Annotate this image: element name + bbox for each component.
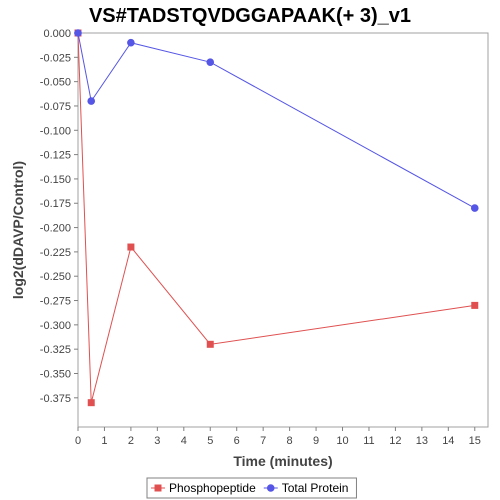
y-tick-label: -0.350 [40,368,71,380]
chart-title: VS#TADSTQVDGGAPAAK(+ 3)_v1 [89,5,411,27]
x-tick-label: 11 [363,435,374,447]
x-tick-label: 1 [101,435,107,447]
x-tick-label: 15 [469,435,481,447]
x-tick-label: 13 [416,435,428,447]
plot-area [78,33,488,427]
data-point [88,399,95,406]
y-tick-label: -0.325 [40,344,71,356]
data-point [127,244,134,251]
x-tick-label: 8 [287,435,293,447]
y-tick-label: -0.025 [40,52,71,64]
data-point [87,97,95,105]
x-tick-label: 5 [207,435,213,447]
x-axis-label: Time (minutes) [233,453,332,469]
y-tick-label: -0.050 [40,77,71,89]
x-tick-label: 12 [389,435,401,447]
y-tick-label: -0.125 [40,150,71,162]
y-tick-label: -0.275 [40,296,71,308]
x-tick-label: 6 [234,435,240,447]
y-tick-label: -0.200 [40,223,71,235]
x-tick-label: 3 [154,435,160,447]
x-tick-label: 7 [260,435,266,447]
y-tick-label: -0.375 [40,393,71,405]
data-point [74,29,82,37]
y-tick-label: -0.250 [40,271,71,283]
data-point [206,58,214,66]
y-tick-label: -0.225 [40,247,71,259]
x-tick-label: 14 [442,435,454,447]
x-tick-label: 9 [313,435,319,447]
plot-frame [78,33,488,427]
y-tick-label: -0.100 [40,125,71,137]
legend-label: Total Protein [282,481,349,495]
y-tick-label: -0.150 [40,174,71,186]
y-tick-label: -0.075 [40,101,71,113]
legend: Phosphopeptide Total Protein [147,478,356,498]
x-axis: 0123456789101112131415 [75,427,481,447]
y-axis-label: log2(dDAVP/Control) [10,161,26,299]
data-point [207,341,214,348]
legend-label: Phosphopeptide [169,481,256,495]
y-tick-label: 0.000 [43,28,71,40]
y-axis: 0.000 -0.025 -0.050 -0.075 -0.100 -0.125 -0.15… [40,28,78,405]
y-tick-label: -0.300 [40,320,71,332]
x-tick-label: 2 [128,435,134,447]
data-point [471,302,478,309]
x-tick-label: 4 [181,435,187,447]
data-point [127,39,135,47]
legend-marker-circle [267,484,275,492]
y-tick-label: -0.175 [40,198,71,210]
x-tick-label: 0 [75,435,81,447]
legend-marker-square [155,485,162,492]
data-point [471,204,479,212]
x-tick-label: 10 [336,435,348,447]
